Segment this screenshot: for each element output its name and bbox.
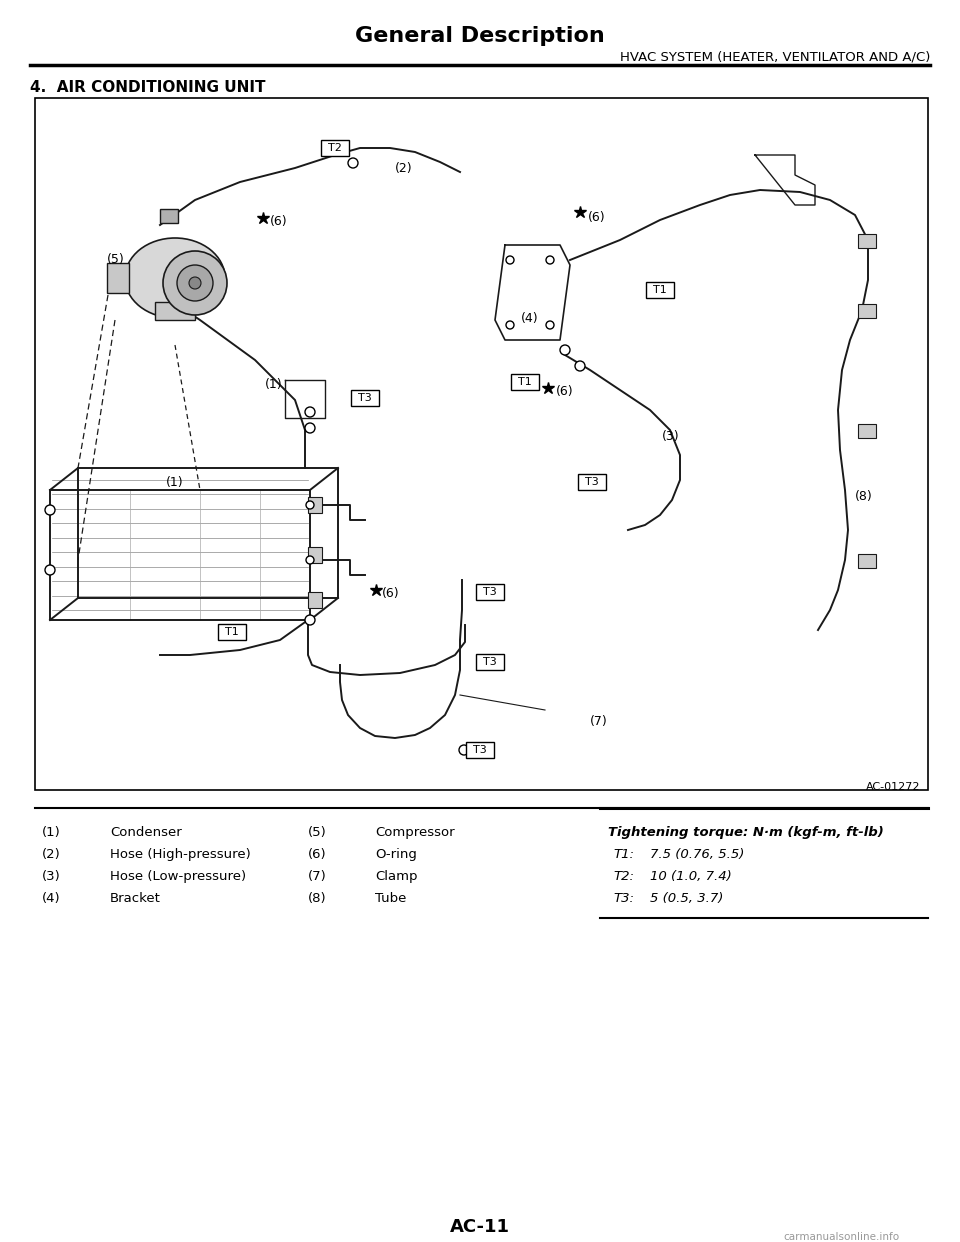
Circle shape: [45, 505, 55, 515]
Circle shape: [306, 501, 314, 509]
Text: 5 (0.5, 3.7): 5 (0.5, 3.7): [650, 892, 724, 905]
Text: AC-11: AC-11: [450, 1218, 510, 1236]
Text: T3:: T3:: [613, 892, 634, 905]
Text: (6): (6): [588, 211, 606, 225]
Text: (2): (2): [42, 848, 60, 861]
Text: (7): (7): [308, 869, 326, 883]
Bar: [476, 655, 504, 669]
Circle shape: [305, 424, 315, 433]
Text: (2): (2): [395, 161, 413, 175]
Text: carmanualsonline.info: carmanualsonline.info: [784, 1232, 900, 1242]
Text: T1: T1: [653, 284, 667, 296]
Circle shape: [546, 256, 554, 265]
Bar: [308, 592, 322, 609]
Text: (6): (6): [308, 848, 326, 861]
Text: (1): (1): [166, 476, 183, 489]
Text: T2: T2: [328, 143, 342, 153]
Text: T1: T1: [518, 378, 532, 388]
Text: Clamp: Clamp: [375, 869, 418, 883]
Text: T3: T3: [473, 745, 487, 755]
Circle shape: [506, 256, 514, 265]
Circle shape: [189, 277, 201, 289]
Text: 4.  AIR CONDITIONING UNIT: 4. AIR CONDITIONING UNIT: [30, 79, 266, 94]
Text: (1): (1): [42, 826, 60, 840]
Bar: [160, 209, 178, 224]
Text: AC-01272: AC-01272: [866, 782, 920, 792]
Text: Hose (Low-pressure): Hose (Low-pressure): [110, 869, 246, 883]
Text: Compressor: Compressor: [375, 826, 455, 840]
Circle shape: [546, 320, 554, 329]
Circle shape: [506, 320, 514, 329]
Text: T3: T3: [483, 657, 497, 667]
Text: (6): (6): [382, 587, 399, 600]
Text: (4): (4): [521, 312, 539, 325]
Text: (8): (8): [308, 892, 326, 905]
Bar: [35, 98, 928, 790]
Text: Condenser: Condenser: [110, 826, 181, 840]
Bar: [858, 554, 876, 568]
Text: (8): (8): [855, 491, 873, 503]
Text: HVAC SYSTEM (HEATER, VENTILATOR AND A/C): HVAC SYSTEM (HEATER, VENTILATOR AND A/C): [619, 50, 930, 63]
Text: O-ring: O-ring: [375, 848, 417, 861]
Ellipse shape: [125, 238, 225, 318]
Circle shape: [575, 361, 585, 371]
Bar: [466, 741, 494, 758]
Text: Tightening torque: N·m (kgf-m, ft-lb): Tightening torque: N·m (kgf-m, ft-lb): [608, 826, 884, 840]
Text: General Description: General Description: [355, 26, 605, 46]
Bar: [321, 140, 349, 156]
Text: (4): (4): [42, 892, 60, 905]
Bar: [308, 497, 322, 513]
Text: (5): (5): [107, 253, 125, 266]
Circle shape: [45, 565, 55, 575]
Bar: [858, 304, 876, 318]
Text: T1:: T1:: [613, 848, 634, 861]
Text: (6): (6): [270, 216, 288, 229]
Bar: [646, 282, 674, 298]
Circle shape: [163, 251, 227, 315]
Text: T1: T1: [226, 627, 239, 637]
Circle shape: [305, 407, 315, 417]
Bar: [578, 474, 606, 491]
Circle shape: [459, 745, 469, 755]
Text: T3: T3: [483, 587, 497, 597]
Text: (5): (5): [308, 826, 326, 840]
Circle shape: [177, 265, 213, 301]
Text: Hose (High-pressure): Hose (High-pressure): [110, 848, 251, 861]
Bar: [351, 390, 379, 406]
Bar: [858, 424, 876, 438]
Circle shape: [560, 345, 570, 355]
Bar: [511, 374, 539, 390]
Bar: [308, 546, 322, 563]
Circle shape: [306, 556, 314, 564]
Text: (6): (6): [556, 385, 574, 399]
Bar: [155, 302, 195, 320]
Text: 7.5 (0.76, 5.5): 7.5 (0.76, 5.5): [650, 848, 744, 861]
Text: (3): (3): [42, 869, 60, 883]
Text: T3: T3: [586, 477, 599, 487]
Bar: [218, 623, 246, 640]
Bar: [476, 584, 504, 600]
Text: T2:: T2:: [613, 869, 634, 883]
Text: Tube: Tube: [375, 892, 406, 905]
Text: (1): (1): [264, 378, 282, 391]
Text: T3: T3: [358, 392, 372, 402]
Text: (7): (7): [590, 715, 608, 728]
Text: 10 (1.0, 7.4): 10 (1.0, 7.4): [650, 869, 732, 883]
Bar: [858, 233, 876, 248]
Circle shape: [305, 615, 315, 625]
Circle shape: [348, 158, 358, 168]
Text: (3): (3): [662, 430, 680, 443]
Text: Bracket: Bracket: [110, 892, 161, 905]
Bar: [107, 263, 129, 293]
